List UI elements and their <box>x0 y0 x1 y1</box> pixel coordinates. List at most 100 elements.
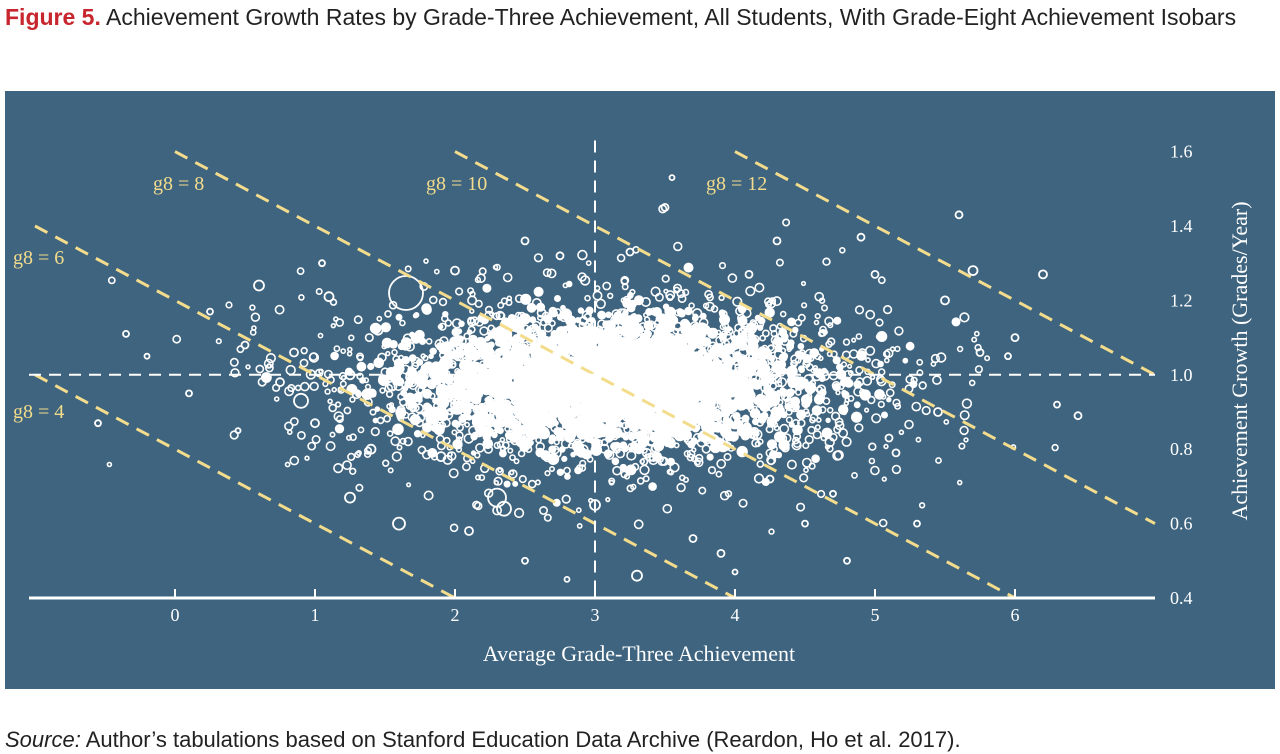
data-point <box>474 452 481 459</box>
data-point <box>556 468 565 476</box>
data-point <box>285 364 296 376</box>
data-point <box>449 523 459 533</box>
data-point <box>406 482 412 488</box>
data-point <box>642 475 650 483</box>
y-tick-label: 1.2 <box>1170 290 1193 310</box>
data-point <box>467 295 478 306</box>
data-point <box>956 345 964 353</box>
data-point <box>775 258 784 267</box>
data-point <box>963 437 969 443</box>
data-point <box>915 436 922 443</box>
data-point <box>329 431 336 438</box>
data-point <box>716 548 726 558</box>
data-point <box>369 322 382 335</box>
data-point <box>310 418 320 429</box>
data-point <box>455 287 464 296</box>
data-point <box>563 575 571 583</box>
data-point <box>650 286 661 297</box>
data-point <box>367 362 375 371</box>
data-point <box>507 314 516 323</box>
data-point <box>796 502 806 512</box>
data-point <box>959 410 970 421</box>
data-point <box>333 345 341 352</box>
x-tick-label: 6 <box>1011 605 1020 625</box>
data-point <box>855 333 863 340</box>
data-point <box>870 269 880 279</box>
data-point <box>353 315 363 325</box>
data-point <box>122 329 130 338</box>
data-point <box>870 465 880 476</box>
data-point <box>756 460 765 468</box>
data-point <box>357 426 365 434</box>
data-point <box>585 260 592 266</box>
data-point <box>676 482 686 493</box>
data-point <box>255 364 265 374</box>
data-point <box>438 297 448 307</box>
data-point <box>847 395 855 402</box>
data-point <box>385 350 391 357</box>
x-tick-label: 2 <box>451 605 460 625</box>
data-point <box>959 312 970 323</box>
y-tick-label: 0.6 <box>1170 514 1193 534</box>
data-point <box>677 294 687 303</box>
data-point <box>814 313 821 320</box>
data-point <box>884 433 894 443</box>
data-point <box>968 379 976 387</box>
data-point <box>886 397 892 403</box>
data-point <box>387 467 394 474</box>
data-point <box>892 398 901 407</box>
data-point <box>533 253 544 263</box>
data-point <box>905 374 915 384</box>
data-point <box>754 282 765 293</box>
data-point <box>804 435 814 445</box>
data-point <box>273 396 280 402</box>
data-point <box>423 258 429 264</box>
data-point <box>215 338 222 345</box>
data-point <box>382 459 390 467</box>
data-point <box>448 468 459 479</box>
data-point <box>346 350 353 357</box>
data-point <box>921 405 931 416</box>
data-point <box>716 458 727 469</box>
data-point <box>605 497 611 503</box>
data-point <box>951 317 961 327</box>
data-point <box>1073 411 1083 421</box>
data-point <box>592 290 603 301</box>
data-point <box>842 338 851 346</box>
data-point <box>499 436 506 443</box>
data-point <box>517 449 526 458</box>
data-point <box>539 432 546 439</box>
data-point <box>496 427 504 435</box>
data-point <box>428 295 438 305</box>
data-point <box>1038 269 1048 280</box>
data-point <box>404 265 412 273</box>
data-point <box>753 473 765 484</box>
data-point <box>693 421 700 428</box>
data-point <box>298 294 305 301</box>
isobar-label: g8 = 4 <box>13 401 64 423</box>
data-point <box>526 302 537 313</box>
data-point <box>536 314 544 321</box>
data-point <box>386 430 394 437</box>
y-tick-label: 1.0 <box>1170 365 1193 385</box>
data-point <box>369 408 377 416</box>
data-point <box>172 334 182 344</box>
data-point <box>678 474 686 482</box>
data-point <box>961 398 973 409</box>
data-point <box>636 477 645 485</box>
data-point <box>487 487 507 508</box>
data-point <box>584 294 591 302</box>
data-point <box>883 357 890 364</box>
y-tick-label: 0.4 <box>1170 588 1193 608</box>
data-point <box>325 441 336 452</box>
data-point <box>275 377 285 388</box>
data-point <box>971 336 978 343</box>
data-point <box>683 262 694 273</box>
data-point <box>956 479 963 486</box>
data-point <box>905 341 915 351</box>
data-point <box>843 400 849 406</box>
data-point <box>606 292 614 300</box>
data-point <box>814 424 821 431</box>
data-point <box>838 383 845 390</box>
data-point <box>718 262 727 270</box>
